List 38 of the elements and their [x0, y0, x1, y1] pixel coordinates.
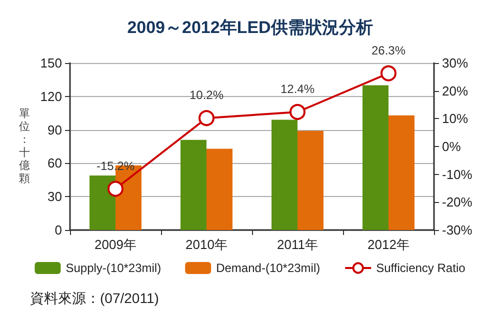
y2-tick-label: 30% — [442, 56, 468, 70]
data-label: 12.4% — [280, 82, 315, 96]
x-tick-label: 2009年 — [94, 237, 136, 252]
chart-title: 2009～2012年LED供需狀況分析 — [127, 18, 373, 37]
x-tick-label: 2011年 — [277, 237, 318, 252]
legend-label: Sufficiency Ratio — [376, 261, 466, 275]
source-note: 資料來源：(07/2011) — [30, 290, 159, 306]
bar — [298, 130, 324, 230]
bar — [272, 120, 298, 230]
y-axis-title: 單位：十億顆 — [19, 108, 30, 185]
point — [108, 180, 124, 197]
y2-tick-label: 10% — [442, 111, 468, 126]
y2-tick-label: -10% — [442, 166, 473, 182]
bar — [388, 115, 414, 230]
x-tick-label: 2012年 — [368, 237, 410, 252]
point — [198, 110, 214, 126]
bar — [180, 140, 206, 230]
y-tick-label: 60 — [48, 156, 62, 171]
x-tick-label: 2010年 — [186, 237, 228, 252]
y-tick-label: 90 — [48, 122, 62, 138]
y-tick-label: 0 — [54, 222, 62, 238]
legend-label: Demand-(10*23mil) — [216, 261, 320, 275]
y2-tick-label: -20% — [442, 194, 473, 210]
bar — [362, 85, 388, 230]
bar — [90, 175, 116, 230]
y-tick-label: 120 — [40, 88, 62, 104]
point — [380, 65, 396, 82]
point — [290, 104, 306, 120]
y2-tick-label: 20% — [442, 83, 468, 98]
bar — [206, 148, 232, 230]
y2-tick-label: -30% — [442, 222, 473, 238]
y2-tick-label: 0% — [442, 139, 462, 154]
legend-label: Supply-(10*23mil) — [66, 261, 162, 275]
data-label: -15.2% — [96, 158, 135, 173]
data-label: 10.2% — [189, 88, 224, 102]
y-tick-label: 150 — [40, 56, 62, 70]
y-tick-label: 30 — [48, 189, 62, 204]
data-label: 26.3% — [371, 43, 406, 58]
